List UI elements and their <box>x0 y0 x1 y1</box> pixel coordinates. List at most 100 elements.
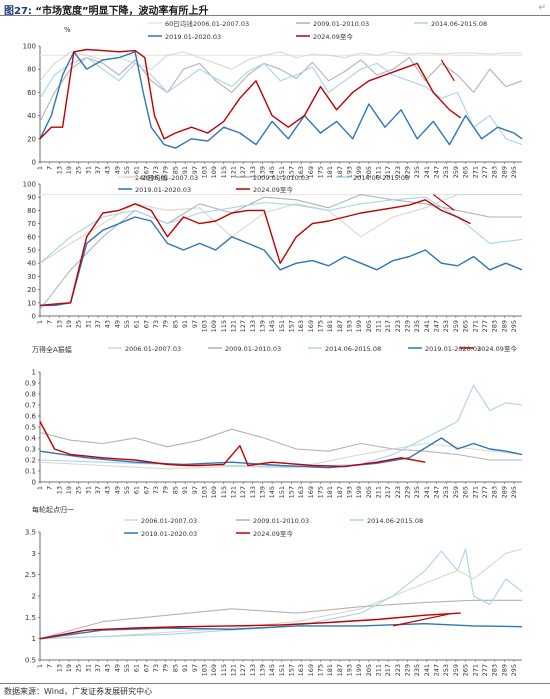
series-line-s2006 <box>39 442 523 470</box>
x-tick-label: 109 <box>210 486 218 498</box>
x-tick-label: 241 <box>423 486 431 498</box>
legend-label: 2006.01-2007.03 <box>141 517 197 525</box>
x-tick-label: 289 <box>500 664 508 676</box>
y-tick-label: 0.9 <box>25 380 36 388</box>
x-tick-label: 19 <box>65 320 73 328</box>
x-tick-label: 277 <box>481 486 489 498</box>
x-tick-label: 283 <box>491 664 499 676</box>
x-tick-label: 163 <box>297 166 305 178</box>
x-tick-label: 73 <box>152 664 160 672</box>
x-tick-label: 133 <box>249 320 257 332</box>
y-tick-label: 0.2 <box>25 457 36 465</box>
x-tick-label: 259 <box>452 166 460 178</box>
y-tick-label: 0.5 <box>25 657 36 665</box>
x-tick-label: 229 <box>404 486 412 498</box>
x-tick-label: 121 <box>229 486 237 498</box>
x-tick-label: 73 <box>152 166 160 174</box>
x-tick-label: 121 <box>229 664 237 676</box>
x-tick-label: 157 <box>287 320 295 332</box>
x-tick-label: 205 <box>365 320 373 332</box>
legend-label: 2006.01-2007.03 <box>142 174 198 182</box>
y-tick-label: 20 <box>27 286 36 294</box>
x-tick-label: 289 <box>500 320 508 332</box>
x-tick-label: 139 <box>258 320 266 332</box>
x-tick-label: 229 <box>404 166 412 178</box>
x-tick-label: 151 <box>278 664 286 676</box>
x-tick-label: 13 <box>55 320 63 328</box>
return-arrow-icon: ↵ <box>538 3 546 13</box>
y-tick-label: 0 <box>32 159 36 167</box>
x-tick-label: 31 <box>84 664 92 672</box>
x-tick-label: 211 <box>375 166 383 178</box>
x-tick-label: 253 <box>442 664 450 676</box>
x-tick-label: 79 <box>162 166 170 174</box>
x-tick-label: 79 <box>162 664 170 672</box>
x-tick-label: 13 <box>55 166 63 174</box>
x-tick-label: 85 <box>171 166 179 174</box>
x-tick-label: 25 <box>75 320 83 328</box>
legend-label: 2019.01-2020.03 <box>135 186 191 194</box>
x-tick-label: 61 <box>133 486 141 494</box>
legend-label: 2019.01-2020.03 <box>141 530 197 538</box>
x-tick-label: 283 <box>491 166 499 178</box>
legend-label: 2006.01-2007.03 <box>125 345 181 353</box>
y-tick-label: 60 <box>27 233 36 241</box>
series-line-s2019 <box>39 437 523 469</box>
y-tick-label: 10 <box>27 299 36 307</box>
x-tick-label: 19 <box>65 166 73 174</box>
x-tick-label: 1 <box>36 320 44 324</box>
series-line-s2019 <box>39 51 523 149</box>
x-tick-label: 223 <box>394 320 402 332</box>
x-tick-label: 235 <box>413 664 421 676</box>
x-tick-label: 49 <box>113 664 121 672</box>
unit-label: 万得全A振幅 <box>32 345 72 354</box>
x-tick-label: 7 <box>46 320 54 324</box>
x-tick-label: 91 <box>181 664 189 672</box>
x-tick-label: 37 <box>94 486 102 494</box>
series-line-s2024 <box>39 421 426 468</box>
x-tick-label: 1 <box>36 166 44 170</box>
unit-label: % <box>64 26 71 34</box>
x-tick-label: 229 <box>404 664 412 676</box>
y-tick-label: 0.7 <box>25 402 36 410</box>
y-tick-label: 60 <box>27 89 36 97</box>
series-line-s2014 <box>39 57 523 146</box>
x-tick-label: 193 <box>346 664 354 676</box>
series-line-s2019 <box>40 216 523 307</box>
x-tick-label: 25 <box>75 166 83 174</box>
legend-label: 2014.06-2015.08 <box>325 345 381 353</box>
x-tick-label: 271 <box>471 320 479 332</box>
legend-label: 2009.01-2010.03 <box>313 20 369 28</box>
x-tick-label: 31 <box>84 166 92 174</box>
y-tick-label: 1.5 <box>25 614 36 622</box>
x-tick-label: 163 <box>297 486 305 498</box>
x-tick-label: 103 <box>200 166 208 178</box>
chart-3: 00.10.20.30.40.50.60.70.80.911 7 13 19 25 31 3… <box>25 344 523 498</box>
x-tick-label: 187 <box>336 664 344 676</box>
x-tick-label: 145 <box>268 486 276 498</box>
x-tick-label: 49 <box>113 320 121 328</box>
x-tick-label: 199 <box>355 166 363 178</box>
x-tick-label: 235 <box>413 486 421 498</box>
x-tick-label: 247 <box>433 166 441 178</box>
x-tick-label: 277 <box>481 320 489 332</box>
x-tick-label: 7 <box>46 486 54 490</box>
x-tick-label: 247 <box>433 664 441 676</box>
x-tick-label: 217 <box>384 486 392 498</box>
x-tick-label: 187 <box>336 486 344 498</box>
x-tick-label: 85 <box>171 486 179 494</box>
x-tick-label: 91 <box>181 320 189 328</box>
x-tick-label: 259 <box>452 664 460 676</box>
chart-2: 0 10 20 30 40 50 60 70 80 90 100 1 7 13 19 25 31 37 43 49 55… <box>23 173 523 332</box>
legend-label: 2009.01-2010.03 <box>225 345 281 353</box>
x-tick-label: 145 <box>268 166 276 178</box>
x-tick-label: 235 <box>413 320 421 332</box>
legend-label: 2014.06-2015.08 <box>431 20 487 28</box>
x-tick-label: 235 <box>413 166 421 178</box>
x-tick-label: 55 <box>123 664 131 672</box>
x-tick-label: 139 <box>258 664 266 676</box>
x-tick-label: 241 <box>423 166 431 178</box>
x-tick-label: 37 <box>94 320 102 328</box>
y-tick-label: 0.1 <box>25 468 36 476</box>
x-tick-label: 163 <box>297 664 305 676</box>
